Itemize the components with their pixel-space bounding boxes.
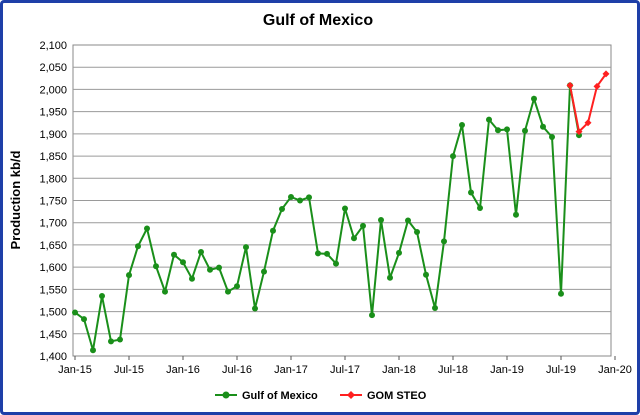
y-axis-title: Production kb/d [8, 150, 23, 249]
data-point [81, 316, 87, 323]
x-tick-label: Jan-17 [274, 364, 308, 376]
data-point [198, 249, 204, 256]
y-tick-label: 1,750 [39, 196, 67, 208]
data-point [369, 312, 375, 319]
data-point [126, 272, 132, 279]
data-point [162, 288, 168, 295]
data-point [306, 194, 312, 201]
data-point [405, 217, 411, 224]
x-tick-label: Jul-19 [546, 364, 576, 376]
data-point [575, 128, 583, 136]
y-tick-label: 1,550 [39, 284, 67, 296]
data-point [90, 347, 96, 354]
data-point [144, 225, 150, 232]
y-tick-label: 1,450 [39, 329, 67, 341]
data-point [117, 336, 123, 343]
data-point [333, 260, 339, 267]
data-point [450, 153, 456, 160]
data-point [549, 133, 555, 140]
data-point [243, 244, 249, 251]
data-point [486, 116, 492, 123]
y-tick-label: 1,500 [39, 307, 67, 319]
data-point [558, 290, 564, 297]
data-point [593, 82, 601, 90]
data-point [342, 205, 348, 212]
x-tick-label: Jul-15 [114, 364, 144, 376]
y-tick-label: 1,900 [39, 129, 67, 141]
data-point [522, 127, 528, 134]
data-point [180, 259, 186, 266]
data-point [576, 132, 582, 139]
data-point [378, 217, 384, 224]
data-point [252, 305, 258, 312]
x-tick-label: Jul-17 [330, 364, 360, 376]
data-point [189, 275, 195, 282]
data-point [270, 227, 276, 234]
data-point [72, 309, 78, 316]
data-point [279, 205, 285, 212]
legend-marker [347, 391, 355, 399]
data-point [602, 70, 610, 78]
x-tick-label: Jan-16 [166, 364, 200, 376]
data-point [288, 193, 294, 200]
legend-item: Gulf of Mexico [215, 390, 318, 402]
y-tick-label: 1,650 [39, 240, 67, 252]
data-point [396, 249, 402, 256]
data-point [513, 211, 519, 218]
data-point [477, 205, 483, 212]
data-point [234, 283, 240, 290]
data-point [135, 243, 141, 250]
y-tick-label: 1,600 [39, 262, 67, 274]
x-tick-label: Jan-18 [382, 364, 416, 376]
y-tick-label: 1,700 [39, 218, 67, 230]
data-point [441, 238, 447, 245]
data-point [566, 81, 574, 89]
x-tick-label: Jan-15 [58, 364, 92, 376]
y-tick-label: 1,800 [39, 173, 67, 185]
data-point [432, 305, 438, 312]
legend-label: GOM STEO [367, 390, 427, 402]
legend-marker [222, 391, 230, 399]
data-point [216, 264, 222, 271]
data-point [324, 250, 330, 257]
y-tick-label: 1,850 [39, 151, 67, 163]
data-point [207, 266, 213, 273]
data-point [504, 126, 510, 133]
x-tick-label: Jul-18 [438, 364, 468, 376]
legend-label: Gulf of Mexico [242, 390, 318, 402]
x-tick-label: Jul-16 [222, 364, 252, 376]
y-tick-label: 2,000 [39, 84, 67, 96]
data-point [387, 274, 393, 281]
data-point [360, 222, 366, 229]
data-point [584, 119, 592, 127]
chart-title: Gulf of Mexico [263, 12, 373, 29]
x-tick-label: Jan-19 [490, 364, 524, 376]
series-gom-steo [566, 70, 610, 136]
data-point [531, 95, 537, 102]
series-gulf-of-mexico [72, 82, 582, 354]
legend-item: GOM STEO [340, 390, 427, 402]
x-tick-label: Jan-20 [598, 364, 632, 376]
data-point [171, 251, 177, 258]
data-point [459, 121, 465, 128]
y-tick-label: 1,400 [39, 351, 67, 363]
data-point [414, 229, 420, 236]
data-point [540, 123, 546, 130]
data-point [351, 235, 357, 242]
data-point [297, 197, 303, 204]
data-point [99, 293, 105, 300]
data-point [468, 189, 474, 196]
data-point [108, 338, 114, 345]
y-tick-label: 2,050 [39, 62, 67, 74]
data-point [261, 268, 267, 275]
data-point [495, 127, 501, 134]
data-point [153, 263, 159, 270]
y-tick-label: 2,100 [39, 40, 67, 52]
data-point [423, 271, 429, 278]
data-point [315, 250, 321, 257]
data-point [225, 288, 231, 295]
y-tick-label: 1,950 [39, 107, 67, 119]
legend: Gulf of Mexico GOM STEO [215, 390, 427, 402]
